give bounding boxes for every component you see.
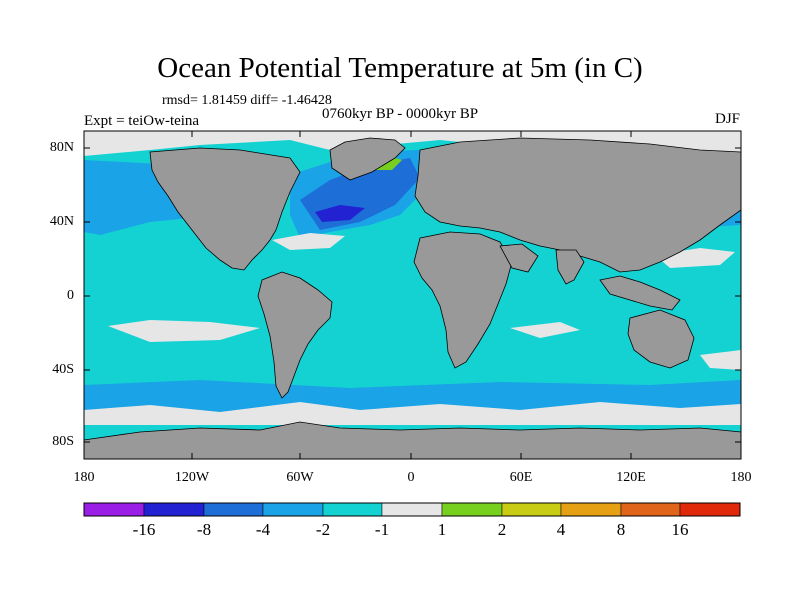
lat-label-40s: 40S [52, 362, 74, 377]
north-atlantic-coldest-patch [315, 205, 365, 222]
colorbar-swatch-10 [620, 502, 681, 517]
colorbar-label-10: 16 [671, 520, 689, 539]
landmasses [84, 137, 741, 459]
colorbar-label-9: 8 [616, 520, 626, 539]
colorbar [83, 502, 741, 517]
colorbar-swatch-2 [143, 502, 205, 517]
lon-label-120e: 120E [616, 470, 646, 485]
south-america-land [257, 271, 333, 399]
lon-label-180w: 180 [73, 470, 95, 485]
gulf-stream-neutral-patch [272, 233, 345, 250]
north-america-land [149, 147, 301, 271]
colorbar-label-7: 2 [497, 520, 507, 539]
colorbar-swatch-4 [262, 502, 324, 517]
colorbar-label-4: -2 [315, 520, 331, 539]
lat-label-0: 0 [67, 288, 74, 303]
africa-land [413, 231, 513, 369]
map-tick-marks [84, 131, 741, 459]
colorbar-swatch-9 [560, 502, 622, 517]
antarctic-coast-neutral-band [84, 402, 741, 425]
map-area [84, 131, 741, 459]
colorbar-label-2: -8 [196, 520, 212, 539]
colorbar-label-8: 4 [556, 520, 566, 539]
season-label: DJF [714, 111, 740, 127]
lon-label-0: 0 [407, 470, 415, 485]
time-period-label: 0760kyr BP - 0000kyr BP [322, 106, 479, 122]
colorbar-swatch-3 [203, 502, 264, 517]
indian-ocean-neutral-patch [510, 322, 580, 338]
colorbar-border [83, 502, 741, 517]
colorbar-label-5: -1 [374, 520, 390, 539]
colorbar-swatch-1 [83, 502, 145, 517]
map-border [83, 130, 742, 460]
australia-land [627, 309, 695, 369]
experiment-label: Expt = teiOw-teina [84, 113, 200, 129]
sw-pacific-neutral-patch [700, 350, 741, 370]
lat-label-80n: 80N [49, 140, 74, 155]
colorbar-swatch-5 [322, 502, 383, 517]
lon-label-60w: 60W [286, 470, 314, 485]
colorbar-swatch-7 [441, 502, 503, 517]
colorbar-swatch-11 [679, 502, 741, 517]
colorbar-label-1: -16 [132, 520, 156, 539]
lon-label-180e: 180 [730, 470, 752, 485]
colorbar-label-3: -4 [255, 520, 271, 539]
lon-label-120w: 120W [174, 470, 210, 485]
antarctica-land [84, 421, 741, 459]
chart-title: Ocean Potential Temperature at 5m (in C) [157, 52, 643, 84]
eurasia-land [414, 137, 741, 273]
colorbar-swatch-8 [501, 502, 562, 517]
south-pacific-neutral-patch [108, 320, 260, 342]
rmsd-diff-stats: rmsd= 1.81459 diff= -1.46428 [162, 93, 332, 108]
greenland-land [329, 137, 406, 181]
india-land [555, 249, 585, 285]
lon-label-60e: 60E [509, 470, 533, 485]
arabian-peninsula-land [499, 243, 539, 273]
southeast-asia-islands-land [599, 275, 681, 311]
lat-label-40n: 40N [49, 214, 74, 229]
lat-label-80s: 80S [52, 434, 74, 449]
colorbar-label-6: 1 [437, 520, 447, 539]
colorbar-swatch-6 [381, 502, 443, 517]
